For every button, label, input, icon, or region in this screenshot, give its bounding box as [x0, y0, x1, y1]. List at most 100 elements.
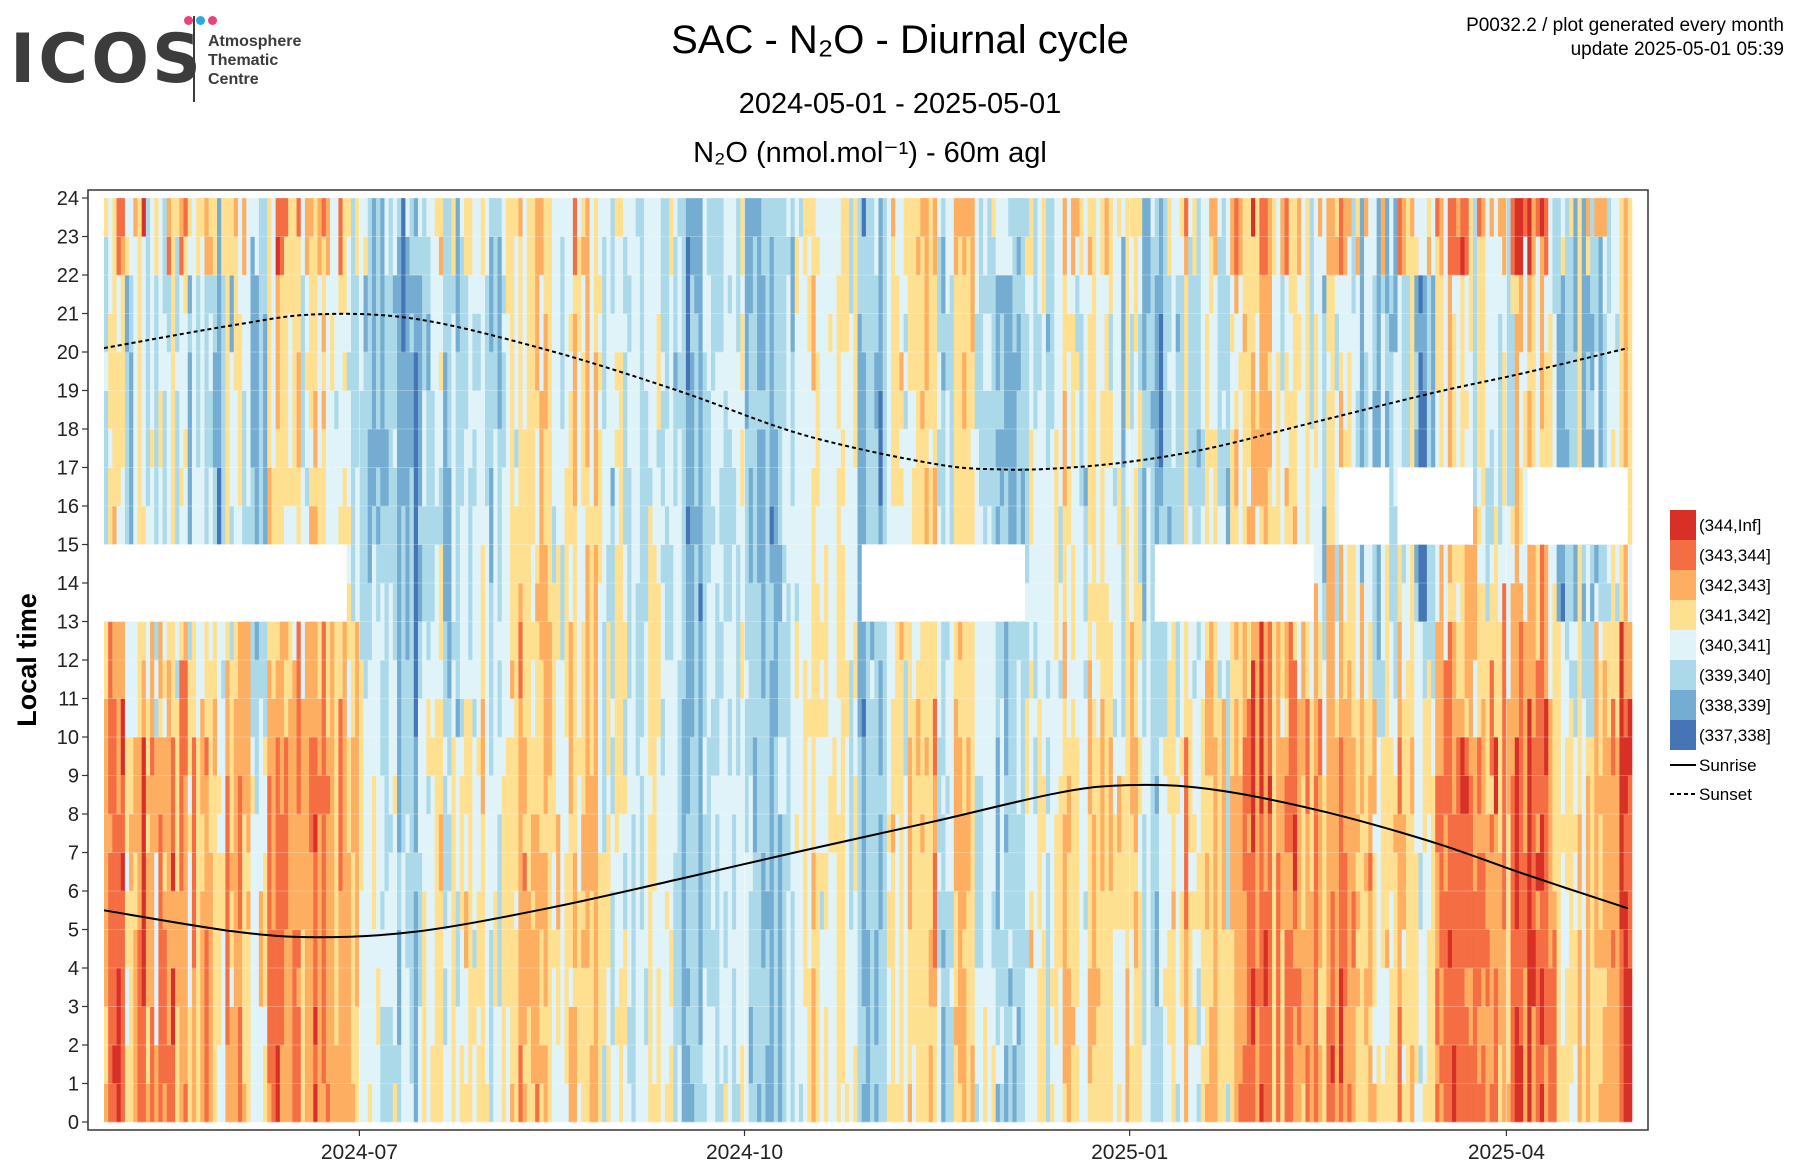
- heatmap-cell: [141, 775, 147, 815]
- heatmap-cell: [505, 1045, 511, 1084]
- heatmap-cell: [593, 1006, 599, 1046]
- heatmap-cell: [920, 775, 925, 815]
- heatmap-cell: [309, 1045, 314, 1084]
- heatmap-cell: [242, 506, 247, 545]
- heatmap-cell: [175, 198, 180, 237]
- heatmap-cell: [154, 814, 159, 853]
- heatmap-cell: [677, 583, 683, 622]
- heatmap-cell: [677, 198, 683, 237]
- heatmap-cell: [263, 429, 268, 468]
- heatmap-cell: [635, 506, 641, 545]
- heatmap-cell: [962, 506, 967, 545]
- heatmap-cell: [288, 313, 293, 353]
- heatmap-cell: [644, 968, 649, 1007]
- heatmap-cell: [660, 390, 666, 430]
- heatmap-cell: [145, 737, 151, 776]
- heatmap-cell: [631, 429, 636, 468]
- heatmap-cell: [706, 1006, 712, 1046]
- heatmap-cell: [953, 467, 959, 507]
- heatmap-cell: [187, 814, 193, 853]
- heatmap-cell: [221, 352, 226, 391]
- heatmap-cell: [782, 737, 787, 776]
- heatmap-cell: [426, 929, 431, 969]
- heatmap-cell: [355, 1045, 360, 1084]
- heatmap-cell: [279, 236, 285, 276]
- heatmap-cell: [702, 352, 708, 391]
- heatmap-cell: [242, 929, 247, 969]
- heatmap-cell: [656, 1045, 662, 1084]
- heatmap-cell: [133, 929, 138, 969]
- heatmap-cell: [551, 660, 557, 699]
- heatmap-cell: [263, 1006, 268, 1046]
- heatmap-cell: [154, 660, 159, 699]
- heatmap-cell: [690, 275, 695, 314]
- heatmap-cell: [547, 660, 553, 699]
- heatmap-cell: [777, 660, 783, 699]
- heatmap-cell: [108, 390, 113, 430]
- heatmap-cell: [886, 929, 892, 969]
- heatmap-cell: [346, 891, 352, 930]
- heatmap-cell: [191, 1083, 197, 1123]
- heatmap-cell: [279, 968, 285, 1007]
- heatmap-cell: [627, 1083, 632, 1123]
- heatmap-cell: [798, 1083, 804, 1123]
- heatmap-cell: [237, 814, 243, 853]
- heatmap-cell: [237, 929, 243, 969]
- heatmap-cell: [547, 852, 553, 892]
- heatmap-cell: [794, 1006, 800, 1046]
- heatmap-cell: [891, 621, 896, 661]
- heatmap-cell: [183, 429, 189, 468]
- heatmap-cell: [857, 929, 863, 969]
- heatmap-cell: [895, 506, 900, 545]
- heatmap-cell: [489, 814, 494, 853]
- heatmap-cell: [765, 621, 770, 661]
- heatmap-cell: [694, 390, 699, 430]
- heatmap-cell: [422, 814, 427, 853]
- heatmap-cell: [334, 390, 339, 430]
- heatmap-cell: [288, 429, 293, 468]
- heatmap-cell: [690, 891, 695, 930]
- heatmap-cell: [853, 1006, 858, 1046]
- heatmap-cell: [334, 352, 339, 391]
- heatmap-cell: [593, 275, 599, 314]
- heatmap-cell: [413, 236, 419, 276]
- heatmap-cell: [275, 814, 281, 853]
- heatmap-cell: [556, 236, 561, 276]
- heatmap-cell: [535, 506, 540, 545]
- heatmap-cell: [920, 814, 925, 853]
- heatmap-cell: [346, 621, 352, 661]
- heatmap-cell: [468, 198, 473, 237]
- heatmap-cell: [937, 198, 942, 237]
- heatmap-cell: [581, 236, 586, 276]
- heatmap-cell: [346, 775, 352, 815]
- heatmap-cell: [405, 583, 410, 622]
- heatmap-cell: [275, 1006, 281, 1046]
- heatmap-cell: [384, 467, 389, 507]
- heatmap-cell: [564, 814, 569, 853]
- heatmap-cell: [865, 198, 871, 237]
- heatmap-cell: [958, 814, 963, 853]
- heatmap-cell: [618, 390, 624, 430]
- heatmap-cell: [342, 1006, 348, 1046]
- heatmap-cell: [267, 275, 272, 314]
- heatmap-cell: [120, 1083, 126, 1123]
- heatmap-cell: [849, 891, 854, 930]
- heatmap-cell: [568, 891, 574, 930]
- heatmap-cell: [124, 352, 130, 391]
- heatmap-cell: [464, 313, 469, 353]
- heatmap-cell: [744, 852, 749, 892]
- heatmap-cell: [484, 775, 490, 815]
- heatmap-cell: [124, 313, 130, 353]
- heatmap-cell: [346, 390, 352, 430]
- heatmap-cell: [639, 467, 645, 507]
- heatmap-cell: [468, 968, 473, 1007]
- heatmap-cell: [945, 236, 950, 276]
- heatmap-cell: [748, 1045, 754, 1084]
- heatmap-cell: [840, 198, 846, 237]
- heatmap-cell: [246, 275, 251, 314]
- heatmap-cell: [497, 544, 502, 584]
- heatmap-cell: [489, 929, 494, 969]
- heatmap-cell: [484, 506, 490, 545]
- heatmap-cell: [104, 506, 109, 545]
- heatmap-cell: [212, 1006, 218, 1046]
